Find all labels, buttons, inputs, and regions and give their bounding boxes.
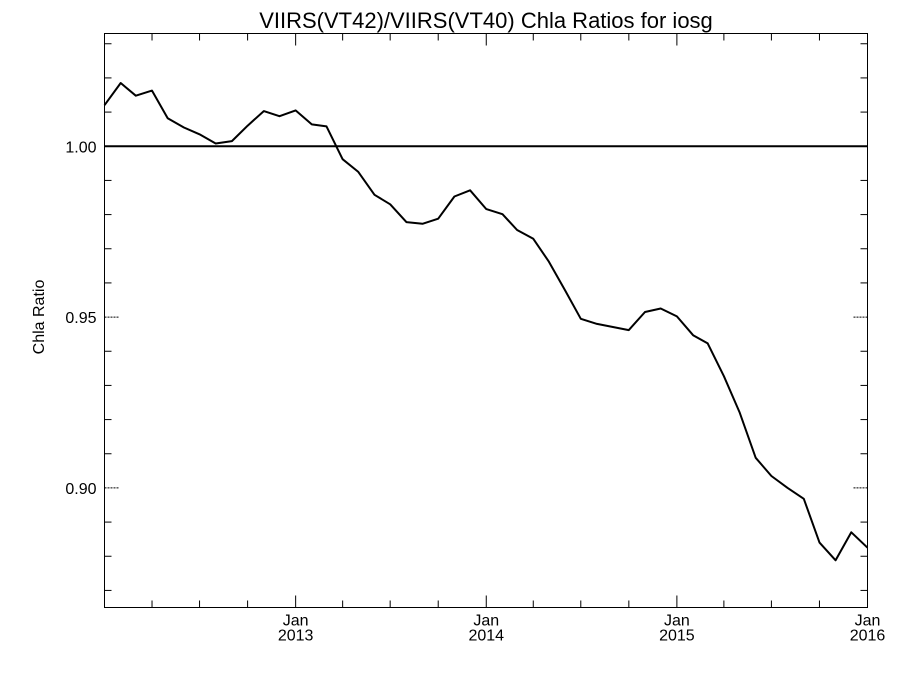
y-tick-label: 0.90 bbox=[65, 481, 96, 498]
x-tick-month-label: Jan bbox=[283, 613, 309, 630]
x-tick-year-label: 2015 bbox=[659, 628, 695, 645]
y-tick-label: 0.95 bbox=[65, 310, 96, 327]
x-tick-year-label: 2014 bbox=[468, 628, 504, 645]
chart-title: VIIRS(VT42)/VIIRS(VT40) Chla Ratios for … bbox=[259, 8, 713, 33]
x-tick-year-label: 2016 bbox=[850, 628, 886, 645]
x-tick-month-label: Jan bbox=[855, 613, 881, 630]
plot-frame bbox=[104, 33, 868, 608]
series-line bbox=[103, 82, 869, 562]
tick-marks bbox=[104, 33, 868, 608]
y-tick-labels: 0.90 0.95 1.00 bbox=[65, 139, 96, 498]
x-tick-month-label: Jan bbox=[473, 613, 499, 630]
y-axis-label: Chla Ratio bbox=[31, 280, 48, 355]
y-tick-label: 1.00 bbox=[65, 139, 96, 156]
x-tick-year-label: 2013 bbox=[278, 628, 314, 645]
x-tick-month-label: Jan bbox=[664, 613, 690, 630]
